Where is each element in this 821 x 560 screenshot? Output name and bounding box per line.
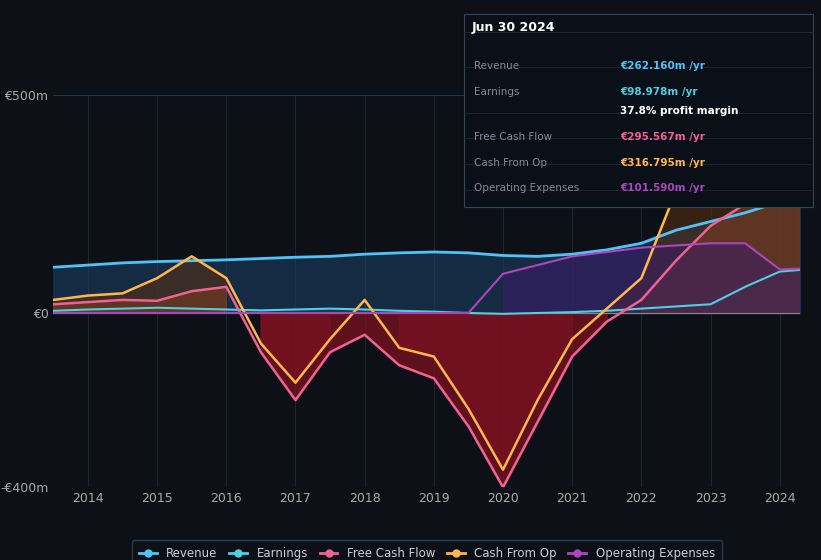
Text: Jun 30 2024: Jun 30 2024 <box>472 21 556 34</box>
Text: €316.795m /yr: €316.795m /yr <box>620 158 704 167</box>
Text: 37.8% profit margin: 37.8% profit margin <box>620 106 738 116</box>
Text: €101.590m /yr: €101.590m /yr <box>620 184 704 193</box>
Text: Operating Expenses: Operating Expenses <box>474 184 579 193</box>
Text: Free Cash Flow: Free Cash Flow <box>474 132 552 142</box>
Text: €295.567m /yr: €295.567m /yr <box>620 132 704 142</box>
Text: €98.978m /yr: €98.978m /yr <box>620 87 697 97</box>
Text: Cash From Op: Cash From Op <box>474 158 547 167</box>
Text: Earnings: Earnings <box>474 87 519 97</box>
Text: Revenue: Revenue <box>474 61 519 71</box>
Text: €262.160m /yr: €262.160m /yr <box>620 61 704 71</box>
Legend: Revenue, Earnings, Free Cash Flow, Cash From Op, Operating Expenses: Revenue, Earnings, Free Cash Flow, Cash … <box>132 540 722 560</box>
